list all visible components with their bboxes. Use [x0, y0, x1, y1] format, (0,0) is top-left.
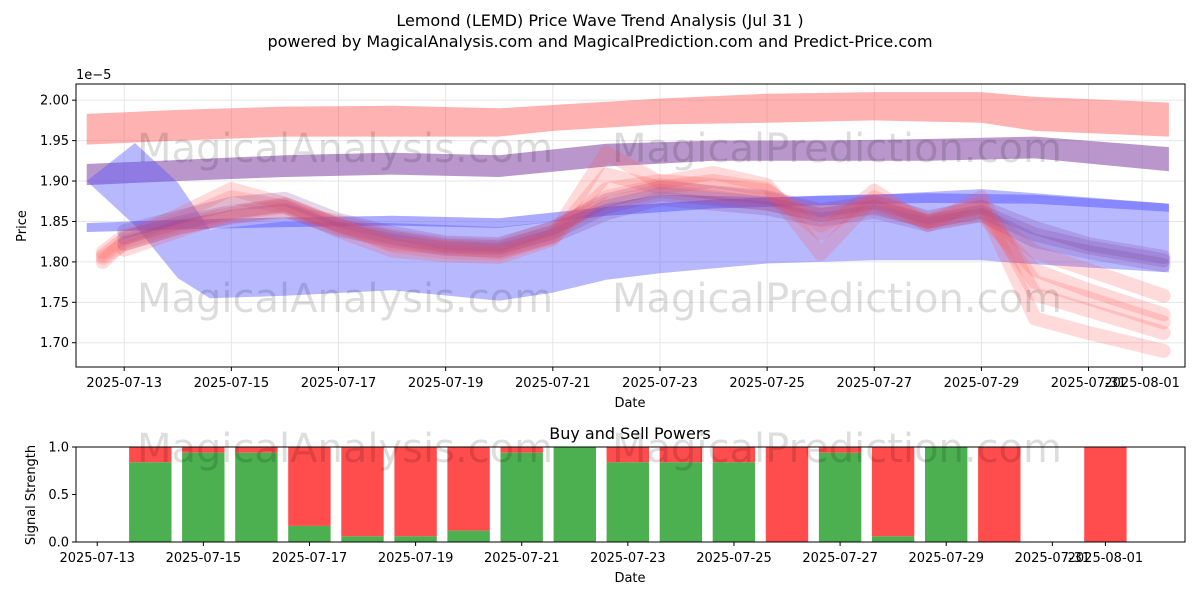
sub-y-tick-label: 1.0 — [48, 441, 69, 456]
buy-bar — [712, 462, 756, 542]
buy-bar — [394, 536, 437, 542]
sub-x-tick-label: 2025-07-21 — [484, 551, 560, 566]
sub-x-tick-label: 2025-07-13 — [59, 551, 135, 566]
buy-bar — [871, 536, 915, 542]
watermark-right-2: MagicalPrediction.com — [612, 276, 1062, 322]
main-x-tick-label: 2025-07-25 — [729, 376, 805, 391]
wave-2 — [95, 167, 1171, 340]
sell-bar — [765, 447, 809, 542]
sub-x-tick-label: 2025-07-31 — [1015, 551, 1091, 566]
main-x-tick-label: 2025-07-23 — [622, 376, 698, 391]
buy-bar — [659, 462, 703, 542]
sub-watermark-right: MagicalPrediction.com — [612, 426, 1062, 472]
sell-bar — [818, 447, 862, 453]
buy-sell-chart: Buy and Sell Powers MagicalAnalysis.com … — [24, 424, 1186, 586]
sub-y-axis-label: Signal Strength — [24, 445, 39, 545]
buy-bar — [818, 452, 862, 542]
lower-blue-band — [86, 193, 1169, 232]
main-x-tick-label: 2025-07-17 — [301, 376, 377, 391]
main-y-tick-label: 1.70 — [40, 336, 69, 351]
sub-ticks: 2025-07-13 2025-07-15 2025-07-17 2025-07-19… — [48, 441, 1143, 567]
sell-bar — [129, 447, 172, 463]
buy-bar — [341, 536, 384, 542]
main-y-tick-label: 1.95 — [40, 134, 69, 149]
main-y-tick-label: 1.75 — [40, 296, 69, 311]
sub-x-tick-label: 2025-07-15 — [166, 551, 242, 566]
main-x-tick-label: 2025-07-13 — [86, 376, 162, 391]
wave-6 — [117, 180, 1171, 264]
sub-chart-title: Buy and Sell Powers — [549, 424, 711, 443]
sub-x-tick-label: 2025-07-25 — [696, 551, 772, 566]
sub-x-tick-label: 2025-07-27 — [802, 551, 878, 566]
sub-watermark-left: MagicalAnalysis.com — [137, 426, 553, 472]
watermark-right: MagicalPrediction.com — [612, 126, 1062, 172]
main-x-tick-label: 2025-07-31 — [1051, 376, 1127, 391]
buy-bar — [129, 462, 172, 542]
wave-8 — [117, 174, 1171, 330]
main-y-tick-label: 1.90 — [40, 175, 69, 190]
chart-title-line2: powered by MagicalAnalysis.com and Magic… — [267, 32, 932, 51]
sell-bar — [606, 447, 649, 463]
sell-bar — [500, 447, 543, 453]
sub-x-tick-label: 2025-08-01 — [1068, 551, 1144, 566]
sub-x-tick-label: 2025-07-17 — [272, 551, 348, 566]
wave-1 — [95, 178, 1171, 322]
buy-bar — [500, 452, 543, 542]
main-y-tick-label: 2.00 — [40, 94, 69, 109]
wave-3 — [95, 145, 1171, 358]
sub-x-tick-label: 2025-07-29 — [908, 551, 984, 566]
sell-bar — [394, 447, 437, 537]
wave-7 — [117, 191, 1171, 273]
sell-bar — [659, 447, 703, 463]
sub-x-axis-label: Date — [614, 571, 645, 586]
buy-sell-bars — [129, 447, 1127, 542]
buy-bar — [925, 447, 968, 542]
main-waves — [95, 145, 1171, 358]
main-x-axis-label: Date — [614, 396, 645, 411]
sell-bar — [712, 447, 756, 463]
sell-bar — [288, 447, 331, 526]
chart-title-line1: Lemond (LEMD) Price Wave Trend Analysis … — [396, 11, 803, 30]
sell-bar — [1084, 447, 1127, 542]
y-offset-label: 1e−5 — [76, 68, 111, 83]
wave-4 — [95, 183, 1171, 303]
main-grid — [76, 84, 1185, 367]
sub-x-tick-label: 2025-07-23 — [590, 551, 666, 566]
upper-red-band — [86, 92, 1169, 145]
buy-bar — [288, 525, 331, 542]
main-x-tick-label: 2025-07-21 — [515, 376, 591, 391]
sell-bar — [447, 447, 490, 531]
main-axes-frame — [75, 83, 1186, 368]
watermark-left: MagicalAnalysis.com — [137, 126, 553, 172]
sell-bar — [341, 447, 384, 537]
buy-bar — [235, 452, 278, 542]
buy-bar — [447, 530, 490, 542]
price-wave-chart: MagicalAnalysis.com MagicalPrediction.co… — [15, 68, 1186, 411]
buy-bar — [606, 462, 649, 542]
sub-y-tick-label: 0.5 — [48, 488, 69, 503]
sell-bar — [978, 447, 1021, 542]
wave-5 — [117, 187, 1171, 268]
main-y-tick-label: 1.85 — [40, 215, 69, 230]
sub-x-tick-label: 2025-07-19 — [378, 551, 454, 566]
main-y-axis-label: Price — [15, 210, 30, 242]
sell-bar — [871, 447, 915, 537]
main-x-tick-label: 2025-07-29 — [944, 376, 1020, 391]
main-y-tick-label: 1.80 — [40, 255, 69, 270]
main-x-tick-label: 2025-08-01 — [1104, 376, 1180, 391]
sell-bar — [235, 447, 278, 453]
sell-bar — [182, 447, 225, 453]
upper-purple-band — [86, 136, 1169, 186]
main-x-tick-label: 2025-07-27 — [836, 376, 912, 391]
buy-bar — [553, 447, 596, 542]
main-ticks: 2025-07-13 2025-07-15 2025-07-17 2025-07-19… — [40, 94, 1180, 391]
watermark-left-2: MagicalAnalysis.com — [137, 276, 553, 322]
main-x-tick-label: 2025-07-15 — [194, 376, 270, 391]
main-x-tick-label: 2025-07-19 — [408, 376, 484, 391]
main-bands — [86, 92, 1169, 301]
wide-blue-band — [86, 143, 1169, 301]
sub-y-tick-label: 0.0 — [48, 536, 69, 551]
buy-bar — [182, 452, 225, 542]
